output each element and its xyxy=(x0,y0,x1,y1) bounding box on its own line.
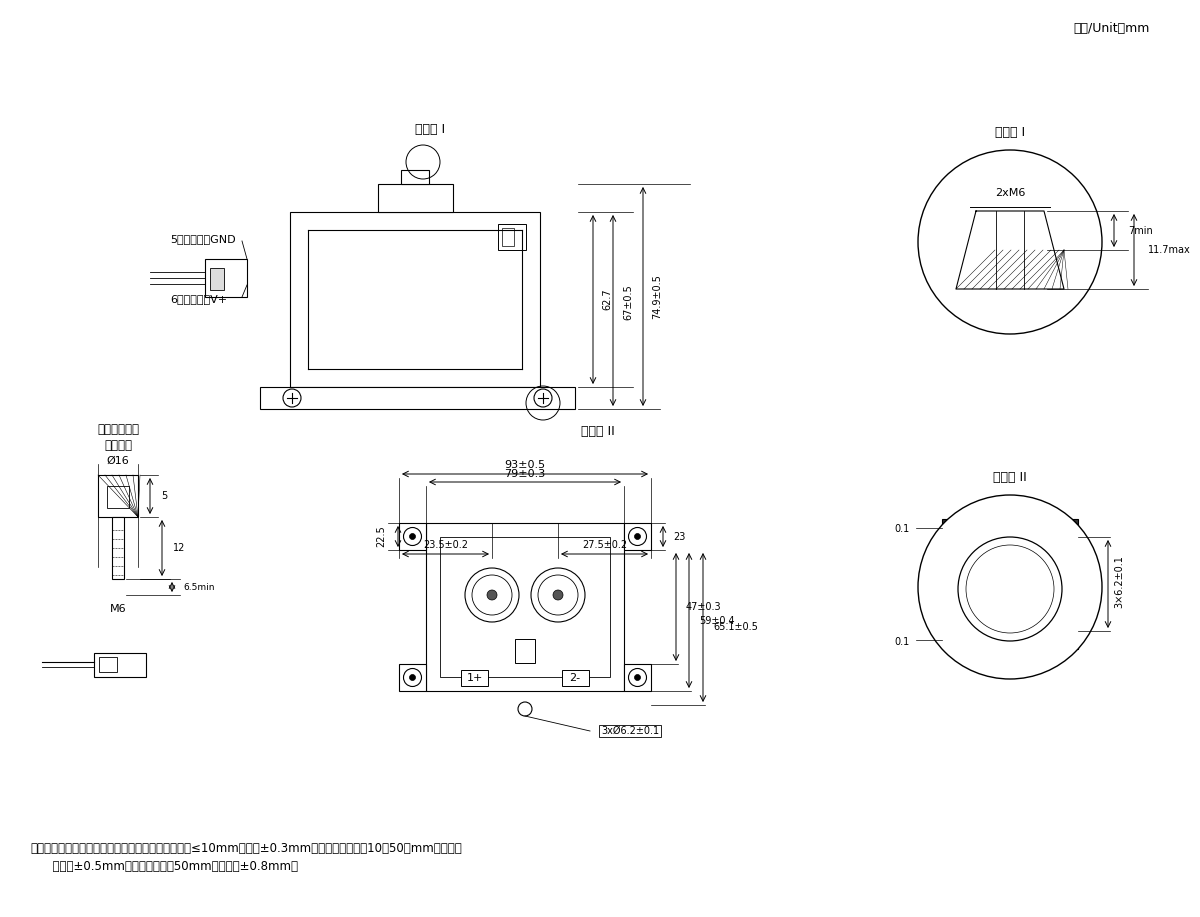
Bar xyxy=(210,268,224,290)
Circle shape xyxy=(532,568,586,622)
Bar xyxy=(562,670,589,686)
Text: 23: 23 xyxy=(673,532,685,542)
Circle shape xyxy=(635,675,641,680)
Bar xyxy=(461,670,488,686)
Bar xyxy=(205,259,247,297)
Text: 5: 5 xyxy=(161,491,167,501)
Text: 74.9±0.5: 74.9±0.5 xyxy=(652,274,662,319)
Text: 12: 12 xyxy=(173,543,185,553)
Bar xyxy=(98,475,138,517)
Text: 放大图 II: 放大图 II xyxy=(581,425,614,437)
Bar xyxy=(112,517,124,579)
Text: 放大图 I: 放大图 I xyxy=(995,126,1025,138)
Circle shape xyxy=(403,668,421,687)
Circle shape xyxy=(472,575,512,615)
Bar xyxy=(942,631,1078,649)
Circle shape xyxy=(918,495,1102,679)
Bar xyxy=(624,523,652,550)
Text: 2-: 2- xyxy=(570,673,581,683)
Text: 0.1: 0.1 xyxy=(895,524,910,534)
Circle shape xyxy=(958,537,1062,641)
Circle shape xyxy=(466,568,520,622)
Text: 放大图 II: 放大图 II xyxy=(994,470,1027,483)
Circle shape xyxy=(538,575,578,615)
Text: M6: M6 xyxy=(109,604,126,614)
Bar xyxy=(502,228,514,246)
Bar xyxy=(100,657,118,672)
Bar xyxy=(107,486,130,508)
Text: （选配）: （选配） xyxy=(104,438,132,451)
Bar xyxy=(378,184,452,212)
Circle shape xyxy=(629,527,647,546)
Text: 93±0.5: 93±0.5 xyxy=(504,460,546,470)
Text: 单位/Unit：mm: 单位/Unit：mm xyxy=(1074,22,1150,35)
Circle shape xyxy=(918,150,1102,334)
Text: 62.7: 62.7 xyxy=(602,289,612,310)
Bar xyxy=(401,170,430,184)
Text: 59±0.4: 59±0.4 xyxy=(700,615,734,625)
Bar xyxy=(440,537,610,677)
Text: 备注：产品部分外形尺寸未注尺寸公差，当外形尺寸≤10mm，公差±0.3mm；当外形尺寸在（10～50）mm之间时，: 备注：产品部分外形尺寸未注尺寸公差，当外形尺寸≤10mm，公差±0.3mm；当外… xyxy=(30,843,462,856)
Circle shape xyxy=(409,675,415,680)
Circle shape xyxy=(629,668,647,687)
Text: 公差为±0.5mm；当外形尺寸＞50mm，公差为±0.8mm。: 公差为±0.5mm；当外形尺寸＞50mm，公差为±0.8mm。 xyxy=(30,860,298,874)
Text: 组合螺钉示意: 组合螺钉示意 xyxy=(97,423,139,436)
Bar xyxy=(515,639,535,663)
Circle shape xyxy=(553,590,563,600)
Bar xyxy=(94,653,146,677)
Text: 6端子：线圈V+: 6端子：线圈V+ xyxy=(170,294,227,304)
Text: 7min: 7min xyxy=(1128,226,1153,236)
Circle shape xyxy=(487,590,497,600)
Text: Ø16: Ø16 xyxy=(107,456,130,466)
Text: 23.5±0.2: 23.5±0.2 xyxy=(424,540,468,550)
Text: 65.1±0.5: 65.1±0.5 xyxy=(713,623,758,633)
Circle shape xyxy=(409,534,415,539)
Bar xyxy=(498,224,526,250)
Text: 67±0.5: 67±0.5 xyxy=(623,284,634,320)
Circle shape xyxy=(283,389,301,407)
Circle shape xyxy=(534,389,552,407)
Circle shape xyxy=(635,534,641,539)
Bar xyxy=(260,387,575,409)
Bar xyxy=(624,664,652,691)
Text: 6.5min: 6.5min xyxy=(184,582,215,591)
Text: 27.5±0.2: 27.5±0.2 xyxy=(582,540,628,550)
Text: 79±0.3: 79±0.3 xyxy=(504,469,546,479)
Text: 放大图 I: 放大图 I xyxy=(415,123,445,136)
Bar xyxy=(426,523,624,691)
Text: 11.7max: 11.7max xyxy=(1148,245,1190,255)
Text: 3xØ6.2±0.1: 3xØ6.2±0.1 xyxy=(601,726,659,736)
Bar xyxy=(942,519,1078,537)
Text: 22.5: 22.5 xyxy=(376,525,386,547)
Bar xyxy=(290,212,540,387)
Text: 5端子：线圈GND: 5端子：线圈GND xyxy=(170,234,235,244)
Text: 47±0.3: 47±0.3 xyxy=(686,602,721,612)
Circle shape xyxy=(518,702,532,716)
Text: 3×6.2±0.1: 3×6.2±0.1 xyxy=(1114,556,1124,609)
Bar xyxy=(400,664,426,691)
Text: 1+: 1+ xyxy=(467,673,484,683)
Text: 0.1: 0.1 xyxy=(895,637,910,647)
Text: 2xM6: 2xM6 xyxy=(995,188,1025,198)
Circle shape xyxy=(403,527,421,546)
Bar xyxy=(400,523,426,550)
